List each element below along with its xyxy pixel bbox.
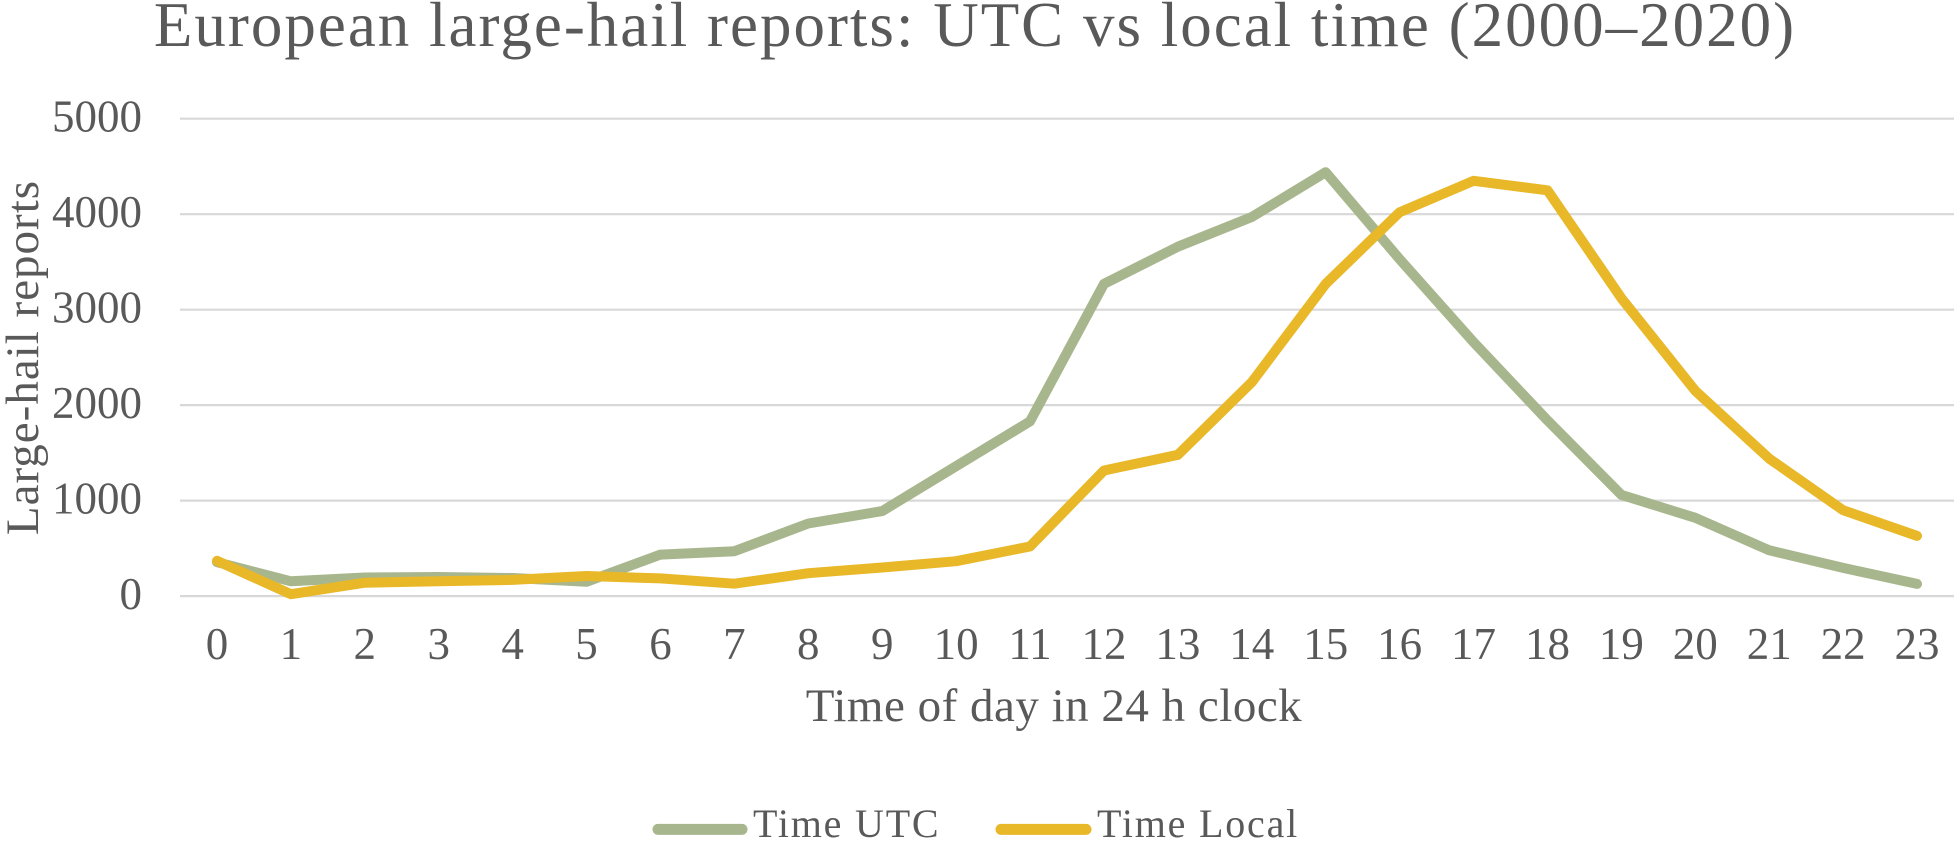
svg-text:5: 5 — [575, 619, 598, 669]
svg-text:12: 12 — [1082, 619, 1127, 669]
svg-text:3: 3 — [427, 619, 450, 669]
svg-text:10: 10 — [934, 619, 979, 669]
svg-text:2: 2 — [354, 619, 377, 669]
svg-text:13: 13 — [1155, 619, 1200, 669]
svg-text:11: 11 — [1008, 619, 1051, 669]
svg-text:7: 7 — [723, 619, 746, 669]
svg-text:9: 9 — [871, 619, 894, 669]
svg-text:20: 20 — [1673, 619, 1718, 669]
svg-text:18: 18 — [1525, 619, 1570, 669]
svg-text:0: 0 — [206, 619, 229, 669]
svg-text:3000: 3000 — [52, 283, 142, 333]
svg-text:Time of day in 24 h clock: Time of day in 24 h clock — [806, 680, 1302, 732]
svg-text:1: 1 — [280, 619, 303, 669]
svg-text:4000: 4000 — [52, 187, 142, 237]
svg-text:2000: 2000 — [52, 378, 142, 428]
svg-text:4: 4 — [501, 619, 524, 669]
svg-text:17: 17 — [1451, 619, 1496, 669]
svg-text:22: 22 — [1821, 619, 1866, 669]
svg-text:Large-hail reports: Large-hail reports — [0, 180, 49, 535]
svg-text:16: 16 — [1377, 619, 1422, 669]
svg-text:0: 0 — [120, 569, 143, 619]
svg-text:Time UTC: Time UTC — [753, 801, 940, 843]
svg-text:European large-hail reports: U: European large-hail reports: UTC vs loca… — [154, 0, 1796, 60]
svg-text:21: 21 — [1747, 619, 1792, 669]
svg-text:15: 15 — [1303, 619, 1348, 669]
svg-text:19: 19 — [1599, 619, 1644, 669]
svg-text:Time Local: Time Local — [1097, 801, 1299, 843]
svg-text:8: 8 — [797, 619, 820, 669]
svg-text:14: 14 — [1229, 619, 1274, 669]
svg-text:23: 23 — [1895, 619, 1940, 669]
svg-text:1000: 1000 — [52, 474, 142, 524]
svg-text:6: 6 — [649, 619, 672, 669]
svg-text:5000: 5000 — [52, 92, 142, 142]
